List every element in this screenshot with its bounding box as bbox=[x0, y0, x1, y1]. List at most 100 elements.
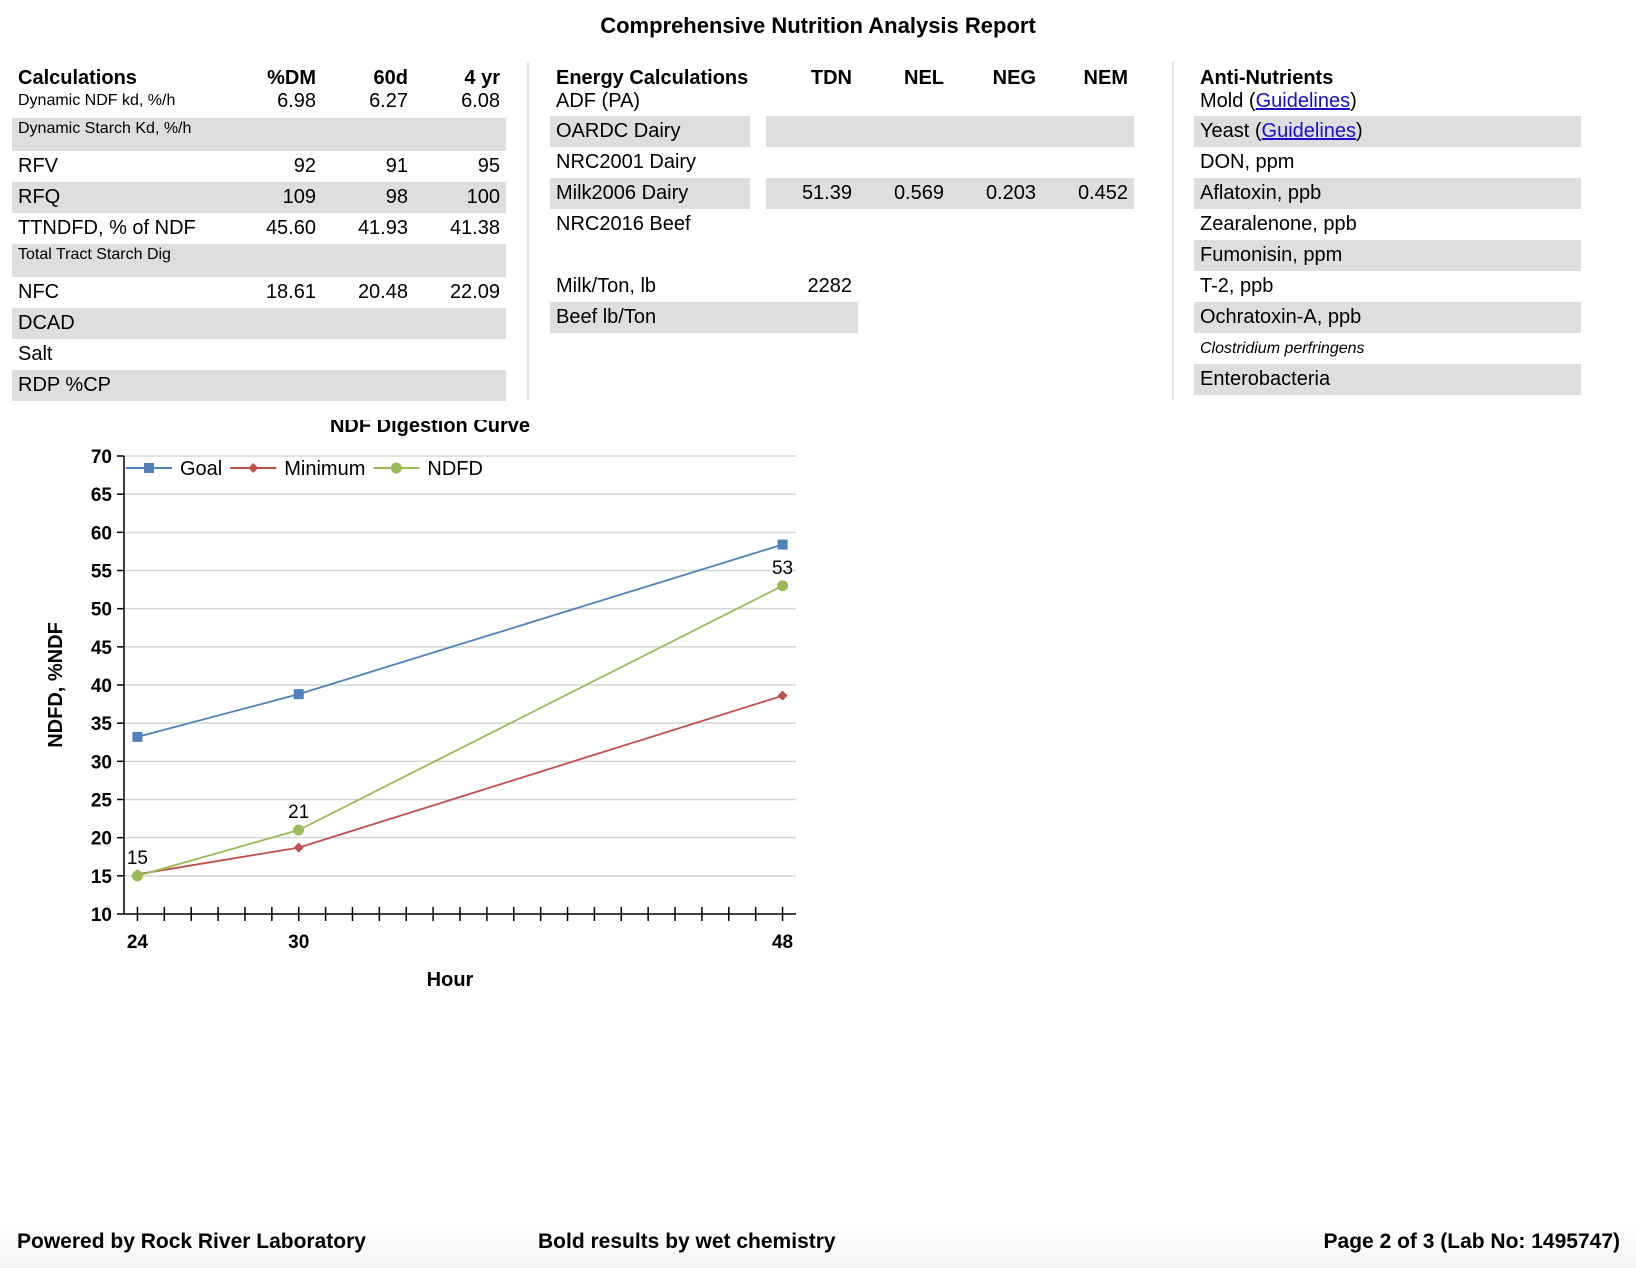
row-label: NFC bbox=[18, 281, 60, 303]
energy-section: Energy Calculations TDN NEL NEG NEM ADF … bbox=[550, 62, 1134, 333]
footer-powered-by: Powered by Rock River Laboratory bbox=[17, 1230, 366, 1253]
table-row: Fumonisin, ppm bbox=[1194, 240, 1581, 271]
cell-4yr bbox=[414, 370, 506, 401]
legend-label-ndfd: NDFD bbox=[427, 458, 483, 480]
row-label: Dynamic NDF kd, %/h bbox=[18, 92, 176, 109]
x-axis-label: Hour bbox=[427, 969, 474, 991]
cell-60d bbox=[322, 339, 414, 370]
y-tick-label: 15 bbox=[91, 867, 113, 888]
anti-nutrients-header: Anti-Nutrients bbox=[1200, 67, 1334, 89]
table-row: Dynamic NDF kd, %/h 6.98 6.27 6.08 bbox=[12, 90, 506, 118]
cell-60d bbox=[322, 244, 414, 277]
col-header-tdn: TDN bbox=[810, 67, 852, 89]
yeast-guidelines-link[interactable]: Guidelines bbox=[1261, 120, 1357, 142]
data-point-ndfd bbox=[390, 462, 402, 474]
x-tick-label: 30 bbox=[288, 932, 309, 953]
cell-dm bbox=[230, 308, 322, 339]
row-label: Mold ( bbox=[1200, 90, 1256, 112]
y-tick-label: 70 bbox=[91, 447, 112, 468]
report-title: Comprehensive Nutrition Analysis Report bbox=[600, 13, 1036, 38]
col-header-dm: %DM bbox=[267, 67, 316, 89]
y-tick-label: 35 bbox=[91, 714, 113, 735]
cell-4yr: 6.08 bbox=[461, 90, 500, 112]
table-row: Total Tract Starch Dig bbox=[12, 244, 506, 277]
cell-60d: 91 bbox=[385, 155, 408, 177]
cell-4yr: 41.38 bbox=[449, 217, 500, 239]
cell-dm: 18.61 bbox=[265, 281, 316, 303]
table-header-row: Energy Calculations TDN NEL NEG NEM bbox=[550, 62, 1134, 90]
table-row: Dynamic Starch Kd, %/h bbox=[12, 118, 506, 151]
table-row: NFC 18.61 20.48 22.09 bbox=[12, 277, 506, 308]
data-label: 15 bbox=[127, 848, 148, 869]
cell-tdn: 51.39 bbox=[766, 178, 858, 209]
cell-60d bbox=[322, 370, 414, 401]
row-label: Dynamic Starch Kd, %/h bbox=[12, 118, 230, 151]
row-label: T-2, ppb bbox=[1200, 275, 1274, 297]
table-row: Mold (Guidelines) bbox=[1194, 90, 1581, 116]
table-row: Beef lb/Ton bbox=[550, 302, 1134, 333]
calculations-header: Calculations bbox=[18, 67, 137, 89]
cell-nel bbox=[858, 209, 950, 240]
row-label: ADF (PA) bbox=[556, 90, 641, 112]
anti-nutrients-section: Anti-Nutrients Mold (Guidelines) Yeast (… bbox=[1194, 62, 1581, 395]
row-label: Salt bbox=[18, 343, 53, 365]
cell-dm: 6.98 bbox=[277, 90, 316, 112]
row-label-suffix: ) bbox=[1350, 90, 1357, 112]
cell-60d bbox=[322, 308, 414, 339]
data-point-minimum bbox=[777, 690, 788, 701]
row-label-suffix: ) bbox=[1356, 120, 1363, 142]
table-row: Ochratoxin-A, ppb bbox=[1194, 302, 1581, 333]
cell-neg bbox=[950, 116, 1042, 147]
y-tick-label: 30 bbox=[91, 752, 112, 773]
cell-nem bbox=[1042, 147, 1134, 178]
row-label: DON, ppm bbox=[1200, 151, 1295, 173]
data-label: 21 bbox=[288, 802, 309, 823]
row-label: OARDC Dairy bbox=[550, 116, 766, 147]
table-row: Enterobacteria bbox=[1194, 364, 1581, 395]
cell-neg bbox=[950, 147, 1042, 178]
data-point-ndfd bbox=[777, 580, 789, 592]
cell-milk-ton: 2282 bbox=[807, 275, 853, 297]
chart-svg: NDF Digestion Curve 10 15 20 25 30 35 40 45 50 55 6… bbox=[45, 420, 796, 991]
cell-4yr: 22.09 bbox=[449, 281, 500, 303]
footer-note: Bold results by wet chemistry bbox=[538, 1230, 836, 1253]
y-tick-label: 50 bbox=[91, 600, 112, 621]
cell-60d: 41.93 bbox=[357, 217, 408, 239]
cell-4yr bbox=[414, 118, 506, 151]
cell-nel bbox=[858, 116, 950, 147]
cell-nem bbox=[1042, 90, 1134, 116]
cell-dm bbox=[230, 339, 322, 370]
cell-nel bbox=[858, 90, 950, 116]
anti-nutrients-table: Anti-Nutrients Mold (Guidelines) Yeast (… bbox=[1194, 62, 1581, 395]
legend-label-minimum: Minimum bbox=[284, 458, 365, 480]
table-row: ADF (PA) bbox=[550, 90, 1134, 116]
x-tick-label: 24 bbox=[127, 932, 149, 953]
y-tick-label: 45 bbox=[91, 638, 113, 659]
energy-table: Energy Calculations TDN NEL NEG NEM ADF … bbox=[550, 62, 1134, 333]
table-row: NRC2001 Dairy bbox=[550, 147, 1134, 178]
data-point-ndfd bbox=[293, 824, 305, 836]
row-label: Milk2006 Dairy bbox=[550, 178, 766, 209]
cell-60d: 20.48 bbox=[357, 281, 408, 303]
cell-neg bbox=[950, 90, 1042, 116]
y-axis-label: NDFD, %NDF bbox=[45, 622, 67, 748]
calculations-section: Calculations %DM 60d 4 yr Dynamic NDF kd… bbox=[12, 62, 506, 401]
cell-dm bbox=[230, 244, 322, 277]
cell-nel bbox=[858, 147, 950, 178]
data-point-ndfd bbox=[131, 870, 143, 882]
data-label: 53 bbox=[772, 558, 793, 579]
cell-dm: 45.60 bbox=[265, 217, 316, 239]
mold-guidelines-link[interactable]: Guidelines bbox=[1255, 90, 1351, 112]
col-header-4yr: 4 yr bbox=[464, 67, 500, 89]
footer: Powered by Rock River Laboratory Bold re… bbox=[0, 1222, 1636, 1268]
row-label: Aflatoxin, ppb bbox=[1194, 178, 1581, 209]
cell-neg bbox=[950, 209, 1042, 240]
row-label: Enterobacteria bbox=[1194, 364, 1581, 395]
y-tick-label: 55 bbox=[91, 562, 113, 583]
column-divider bbox=[1172, 62, 1174, 400]
y-tick-label: 40 bbox=[91, 676, 112, 697]
footer-page-info: Page 2 of 3 (Lab No: 1495747) bbox=[1323, 1230, 1620, 1253]
data-point-goal bbox=[777, 539, 788, 550]
table-header-row: Calculations %DM 60d 4 yr bbox=[12, 62, 506, 90]
y-tick-label: 25 bbox=[91, 791, 113, 812]
